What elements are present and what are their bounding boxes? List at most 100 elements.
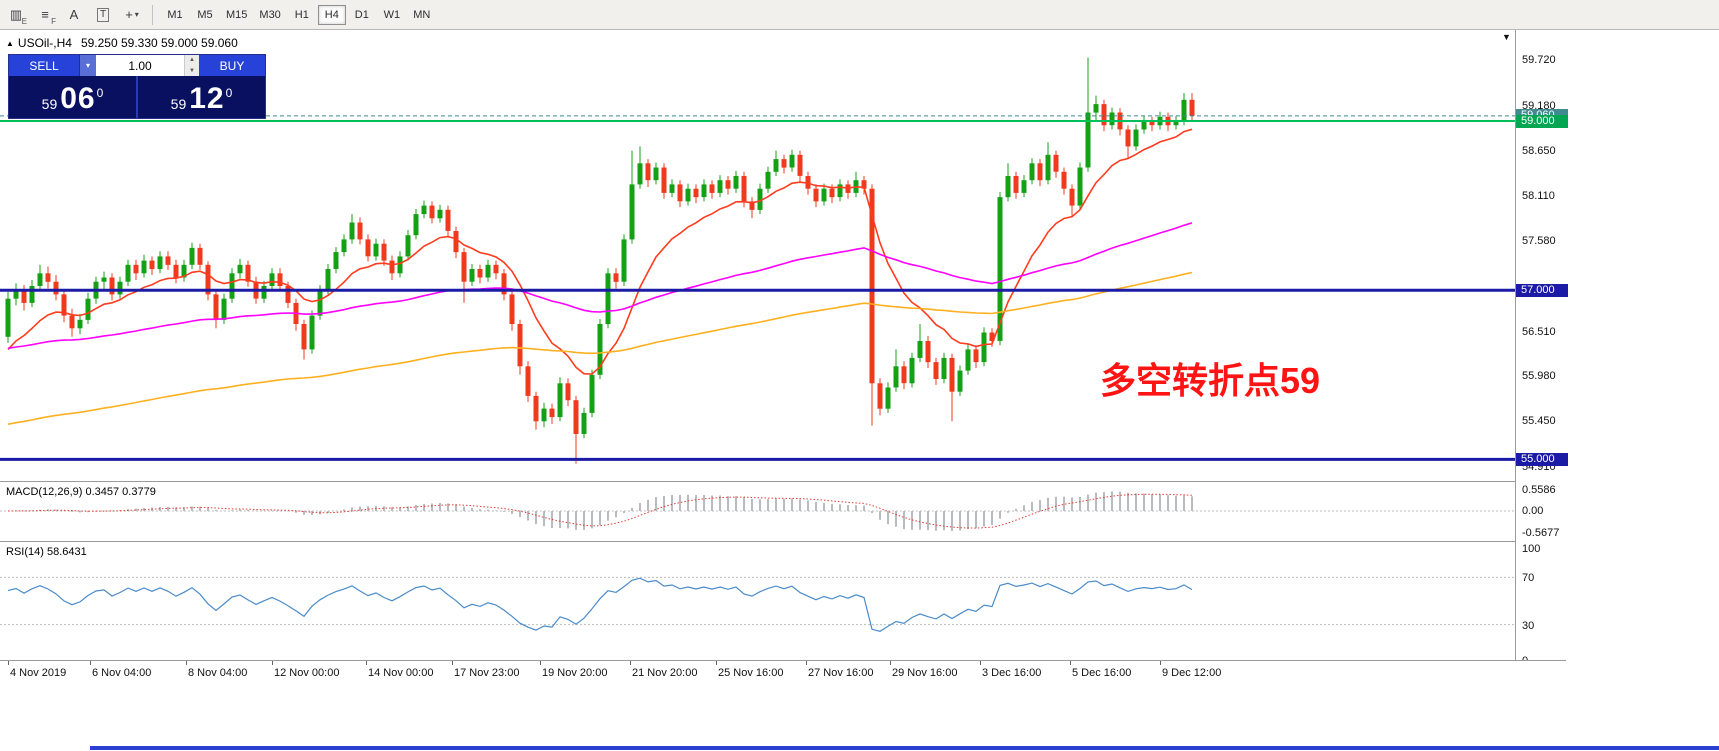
price-divider — [136, 76, 138, 118]
buy-price-int: 59 — [170, 96, 187, 112]
price-badge-59.000: 59.000 — [1516, 115, 1568, 128]
rsi-panel-canvas — [0, 576, 1515, 632]
volume-dropdown-caret-icon[interactable]: ▾ — [79, 55, 96, 76]
toolbar-tools: ▥ E ≡ F A T + ▾ — [0, 4, 145, 26]
time-tick — [890, 661, 891, 665]
candles-layer — [5, 57, 1195, 464]
ma-slow-orange — [7, 271, 1193, 425]
time-tick — [186, 661, 187, 665]
trade-prices-row: 59 06 0 59 12 0 — [9, 76, 265, 118]
sell-price[interactable]: 59 06 0 — [9, 76, 136, 118]
stepper-down-icon[interactable]: ▼ — [189, 67, 195, 74]
time-tick — [806, 661, 807, 665]
date-label: 25 Nov 16:00 — [718, 667, 784, 679]
price-axis[interactable]: 59.720 59.180 58.650 58.110 57.580 56.510 55.9… — [1516, 30, 1719, 684]
time-tick — [452, 661, 453, 665]
date-label: 12 Nov 00:00 — [274, 667, 340, 679]
rsi-axis-label: 70 — [1522, 572, 1535, 584]
timeframe-group: M1 M5 M15 M30 H1 H4 D1 W1 MN — [160, 4, 437, 25]
macd-signal-line — [7, 493, 1193, 529]
text-label-tool-icon[interactable]: T — [90, 4, 116, 26]
sell-button[interactable]: SELL — [9, 55, 79, 76]
macd-axis-label: 0.5586 — [1522, 484, 1556, 496]
buy-price[interactable]: 59 12 0 — [138, 76, 265, 118]
ohlc-values: 59.250 59.330 59.000 59.060 — [80, 36, 238, 50]
price-badge-57.000: 57.000 — [1516, 284, 1568, 297]
tf-button-M15[interactable]: M15 — [226, 8, 248, 21]
tf-button-M5[interactable]: M5 — [197, 8, 213, 21]
rsi-line — [7, 577, 1193, 632]
template-list-icon[interactable]: ≡ F — [41, 7, 56, 26]
stepper-up-icon[interactable]: ▲ — [189, 57, 195, 64]
time-tick — [540, 661, 541, 665]
date-label: 14 Nov 00:00 — [368, 667, 434, 679]
tf-button-M1[interactable]: M1 — [167, 8, 183, 21]
template-list-icon-sub: F — [51, 16, 56, 26]
price-tick-label: 58.110 — [1522, 190, 1555, 202]
tf-button-MN[interactable]: MN — [413, 8, 431, 21]
buy-price-pip: 0 — [225, 86, 233, 100]
price-tick-label: 55.980 — [1522, 370, 1556, 382]
crosshair-tool-icon[interactable]: + ▾ — [125, 7, 139, 22]
time-axis[interactable]: 4 Nov 2019 6 Nov 04:00 8 Nov 04:00 12 Nov 0… — [0, 660, 1566, 684]
price-tick-label: 56.510 — [1522, 326, 1556, 338]
toolbar: ▥ E ≡ F A T + ▾ M1 M5 M15 M30 H1 H4 D1 W1 MN — [0, 0, 1719, 30]
date-label: 9 Dec 12:00 — [1162, 667, 1222, 679]
macd-indicator-label: MACD(12,26,9) 0.3457 0.3779 — [6, 486, 156, 498]
main-chart-canvas — [0, 57, 1515, 464]
chart-window: ▲ USOil-,H4 59.250 59.330 59.000 59.060 ▼ … — [0, 30, 1719, 751]
date-label: 21 Nov 20:00 — [632, 667, 698, 679]
date-label: 4 Nov 2019 — [10, 667, 67, 679]
collapse-triangle-icon[interactable]: ▲ — [6, 39, 14, 49]
volume-stepper[interactable]: ▲ ▼ — [184, 55, 199, 76]
date-label: 17 Nov 23:00 — [454, 667, 520, 679]
rsi-axis-label: 100 — [1522, 543, 1541, 555]
sell-price-int: 59 — [41, 96, 58, 112]
tf-button-D1[interactable]: D1 — [354, 8, 369, 21]
price-tick-label: 55.450 — [1522, 415, 1556, 427]
tf-button-H4[interactable]: H4 — [317, 4, 346, 25]
time-tick — [8, 661, 9, 665]
date-label: 29 Nov 16:00 — [892, 667, 958, 679]
time-tick — [716, 661, 717, 665]
price-tick-label: 58.650 — [1522, 145, 1556, 157]
date-label: 8 Nov 04:00 — [188, 667, 248, 679]
tf-button-M30[interactable]: M30 — [259, 8, 281, 21]
price-badge-55.000: 55.000 — [1516, 453, 1568, 466]
time-tick — [1070, 661, 1071, 665]
price-axis-border — [1515, 30, 1516, 684]
macd-axis-label: -0.5677 — [1522, 527, 1560, 539]
dropdown-caret-icon[interactable]: ▾ — [134, 10, 139, 19]
tf-button-W1[interactable]: W1 — [383, 8, 401, 21]
one-click-trading-panel: SELL ▾ ▲ ▼ BUY 59 06 0 59 12 — [8, 54, 266, 119]
time-tick — [366, 661, 367, 665]
volume-input[interactable] — [96, 55, 184, 76]
bottom-accent-strip — [90, 746, 1719, 750]
date-label: 6 Nov 04:00 — [92, 667, 152, 679]
sell-price-pip: 0 — [96, 86, 104, 100]
symbol-period-label: USOil-,H4 — [17, 36, 72, 50]
text-tool-icon[interactable]: A — [69, 7, 79, 22]
ma-fast-red — [7, 128, 1193, 375]
time-tick — [272, 661, 273, 665]
time-tick — [90, 661, 91, 665]
macd-axis-label: 0.00 — [1522, 505, 1544, 517]
price-tick-label: 59.720 — [1522, 54, 1556, 66]
indicator-list-icon-sub: E — [21, 16, 27, 26]
time-tick — [1160, 661, 1161, 665]
panel-separator[interactable] — [0, 481, 1566, 482]
price-tick-label: 57.580 — [1522, 235, 1556, 247]
scroll-marker-icon[interactable]: ▼ — [1502, 32, 1511, 42]
time-tick — [980, 661, 981, 665]
sell-price-main: 06 — [60, 82, 96, 115]
buy-button[interactable]: BUY — [199, 55, 265, 76]
rsi-indicator-label: RSI(14) 58.6431 — [6, 546, 87, 558]
indicator-list-icon[interactable]: ▥ E — [9, 6, 27, 26]
rsi-axis-label: 30 — [1522, 620, 1535, 632]
tf-button-H1[interactable]: H1 — [294, 8, 309, 21]
chart-title: ▲ USOil-,H4 59.250 59.330 59.000 59.060 — [6, 36, 238, 50]
panel-separator[interactable] — [0, 541, 1566, 542]
chart-annotation-text[interactable]: 多空转折点59 — [1100, 360, 1321, 401]
buy-price-main: 12 — [189, 82, 225, 115]
